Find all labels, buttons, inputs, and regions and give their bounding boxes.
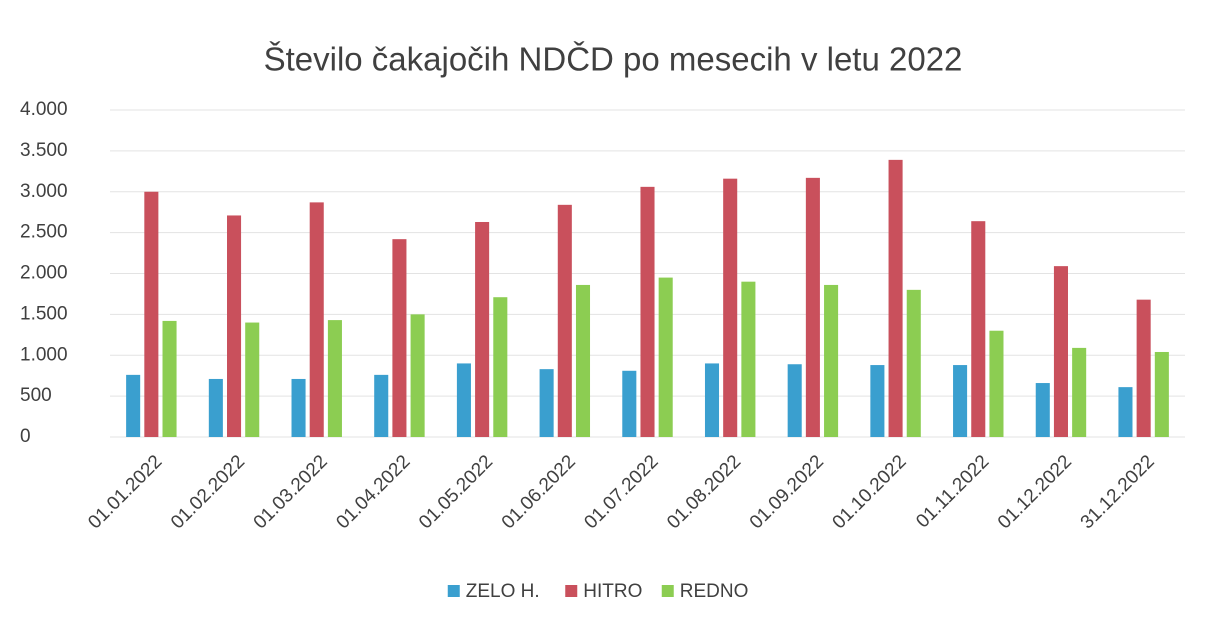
bar [557,204,572,437]
bar [805,177,820,438]
bar [1118,387,1133,437]
x-tick-label: 01.12.2022 [994,451,1076,533]
bar [144,191,159,437]
y-tick-label: 0 [20,426,31,447]
y-tick-label: 4.000 [20,99,68,120]
x-tick-label: 01.04.2022 [332,451,414,533]
y-tick-label: 500 [20,385,52,406]
x-tick-label: 01.05.2022 [415,451,497,533]
bar [971,221,986,437]
x-tick-label: 01.09.2022 [746,451,828,533]
bar [723,178,738,438]
y-tick-label: 1.000 [20,344,68,365]
bar [741,281,756,437]
bar [989,330,1004,437]
x-tick-label: 01.10.2022 [829,451,911,533]
bar [1136,299,1151,437]
bar [953,365,968,437]
bar [309,202,324,437]
y-tick-label: 3.000 [20,181,68,202]
x-tick-label: 01.11.2022 [912,451,993,532]
bar [906,289,921,437]
x-tick-label: 01.07.2022 [580,451,662,533]
bar [475,221,490,437]
bar [126,374,141,437]
bar [456,363,471,437]
x-tick-label: 01.02.2022 [167,451,249,533]
legend-swatch [565,585,578,597]
bar [493,297,508,437]
x-tick-label: 01.06.2022 [498,451,580,533]
y-tick-label: 3.500 [20,140,68,161]
legend-label: ZELO H. [466,581,540,602]
bar [888,159,903,437]
bar [245,322,260,437]
bar [327,320,342,437]
bar [162,320,177,437]
bar [870,365,885,437]
chart-title: Število čakajočih NDČD po mesecih v letu… [264,41,963,78]
bar [539,369,554,437]
x-tick-label: 01.03.2022 [250,451,332,533]
legend-label: HITRO [583,581,642,602]
bar [291,378,306,437]
bar [374,374,389,437]
legend-swatch [661,585,674,597]
x-tick-label: 31.12.2022 [1077,451,1159,533]
bar [392,239,407,437]
y-tick-label: 1.500 [20,303,68,324]
bar [1053,266,1068,437]
x-tick-label: 01.08.2022 [663,451,745,533]
bar [1154,351,1169,437]
bar [622,370,637,437]
bar [208,378,223,437]
y-tick-label: 2.000 [20,263,68,284]
legend-swatch [447,585,460,597]
x-tick-label: 01.01.2022 [84,451,166,533]
y-tick-label: 2.500 [20,222,68,243]
bar [704,363,720,437]
bar [1035,383,1050,437]
bar [787,364,802,437]
bar [575,284,591,437]
bar [227,215,242,437]
bar [824,284,839,437]
legend-label: REDNO [680,581,749,602]
bar [1072,347,1087,437]
bar [658,277,673,437]
bar [640,186,655,437]
bar [410,314,425,437]
